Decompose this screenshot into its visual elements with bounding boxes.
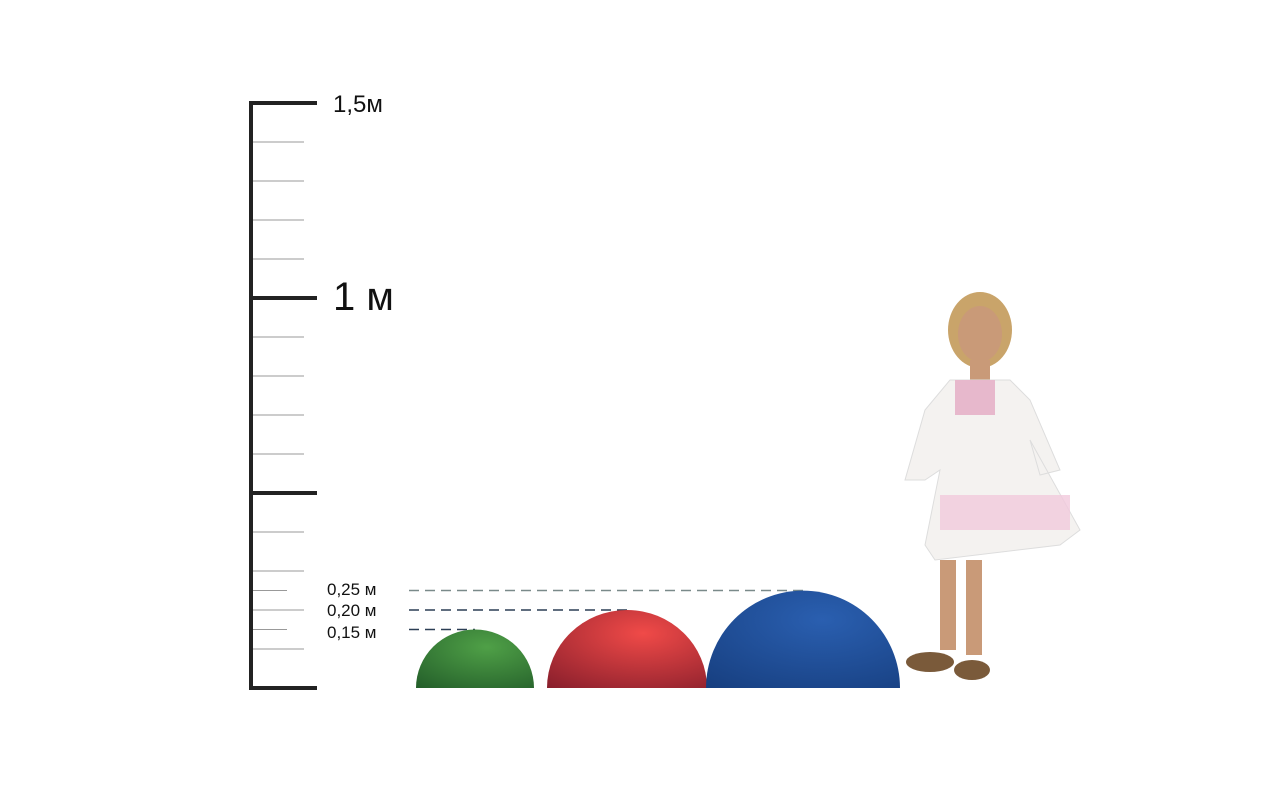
label-1-5m: 1,5м — [333, 91, 383, 118]
domes — [416, 590, 900, 688]
label-0-25m: 0,25 м — [327, 580, 377, 599]
label-0-15m: 0,15 м — [327, 623, 377, 642]
label-1m: 1 м — [333, 275, 394, 319]
height-ruler — [249, 101, 317, 690]
dome-green — [416, 629, 534, 688]
dome-blue — [706, 590, 900, 688]
dome-red — [547, 610, 707, 688]
label-0-20m: 0,20 м — [327, 601, 377, 620]
height-guide-lines — [409, 589, 803, 631]
child-figure — [904, 292, 1081, 680]
